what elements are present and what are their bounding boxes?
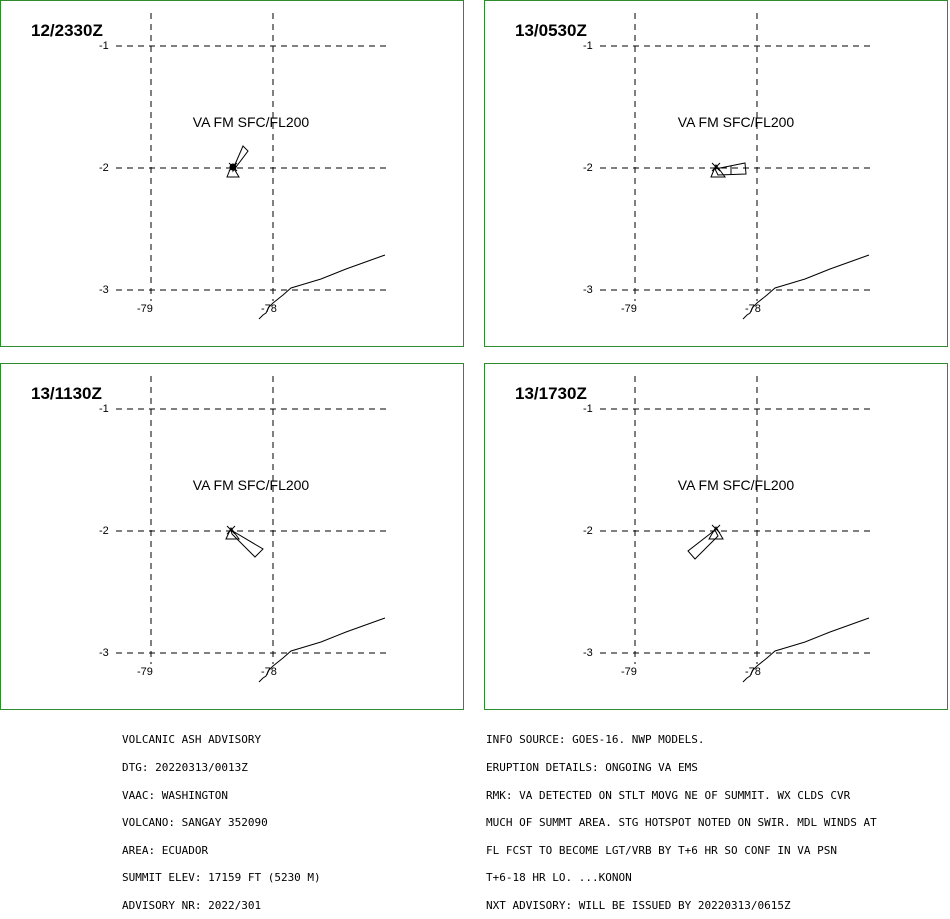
lat-tick: -1 [99, 40, 109, 52]
lon-tick: -78 [745, 666, 761, 678]
coastline [258, 254, 386, 320]
lon-tick: -79 [621, 666, 637, 678]
coastline [742, 254, 870, 320]
lat-tick: -2 [99, 162, 109, 174]
forecast-panel-1: 12/2330Z VA FM SFC/FL200 -1 -2 -3 -79 -7… [0, 0, 464, 347]
lon-tick: -79 [137, 666, 153, 678]
lon-tick: -78 [745, 303, 761, 315]
ash-polygon [226, 145, 249, 178]
map-canvas [116, 376, 386, 683]
advisory-line: VOLCANIC ASH ADVISORY [122, 733, 262, 747]
va-label: VA FM SFC/FL200 [677, 114, 795, 130]
map-canvas [600, 376, 870, 683]
advisory-line: DTG: 20220313/0013Z [122, 761, 248, 775]
lat-tick: -1 [583, 40, 593, 52]
forecast-panel-2: 13/0530Z VA FM SFC/FL200 -1 -2 -3 -79 -7… [484, 0, 948, 347]
lat-tick: -3 [583, 284, 593, 296]
coastline [258, 617, 386, 683]
advisory-line: VOLCANO: SANGAY 352090 [122, 816, 268, 830]
lat-tick: -2 [583, 162, 593, 174]
ash-polygon [225, 525, 264, 558]
lon-tick: -79 [137, 303, 153, 315]
va-label: VA FM SFC/FL200 [677, 477, 795, 493]
map-canvas [600, 13, 870, 320]
lat-tick: -3 [583, 647, 593, 659]
advisory-right: INFO SOURCE: GOES-16. NWP MODELS. ERUPTI… [486, 717, 877, 919]
lat-tick: -3 [99, 647, 109, 659]
panel-time: 12/2330Z [31, 21, 103, 40]
map-canvas [116, 13, 386, 320]
advisory-line: NXT ADVISORY: WILL BE ISSUED BY 20220313… [486, 899, 791, 913]
va-label: VA FM SFC/FL200 [192, 114, 310, 130]
lon-tick: -78 [261, 666, 277, 678]
advisory-left: VOLCANIC ASH ADVISORY DTG: 20220313/0013… [122, 717, 321, 919]
ash-polygon [710, 162, 747, 178]
advisory-line: VAAC: WASHINGTON [122, 788, 228, 802]
lon-tick: -78 [261, 303, 277, 315]
advisory-line: MUCH OF SUMMT AREA. STG HOTSPOT NOTED ON… [486, 816, 877, 830]
lat-tick: -3 [99, 284, 109, 296]
forecast-panel-3: 13/1130Z VA FM SFC/FL200 -1 -2 -3 -79 -7… [0, 363, 464, 710]
advisory-line: ADVISORY NR: 2022/301 [122, 899, 262, 913]
advisory-line: T+6-18 HR LO. ...KONON [486, 871, 632, 885]
advisory-line: SUMMIT ELEV: 17159 FT (5230 M) [122, 871, 321, 885]
panel-time: 13/1730Z [515, 384, 587, 403]
panel-time: 13/1130Z [31, 384, 102, 403]
ash-polygon [687, 524, 724, 560]
lat-tick: -2 [583, 525, 593, 537]
va-label: VA FM SFC/FL200 [192, 477, 310, 493]
forecast-panel-4: 13/1730Z VA FM SFC/FL200 -1 -2 -3 -79 -7… [484, 363, 948, 710]
panel-time: 13/0530Z [515, 21, 587, 40]
advisory-line: INFO SOURCE: GOES-16. NWP MODELS. [486, 733, 705, 747]
advisory-line: RMK: VA DETECTED ON STLT MOVG NE OF SUMM… [486, 788, 851, 802]
advisory-line: AREA: ECUADOR [122, 843, 209, 857]
lat-tick: -1 [99, 403, 109, 415]
lat-tick: -2 [99, 525, 109, 537]
lon-tick: -79 [621, 303, 637, 315]
lat-tick: -1 [583, 403, 593, 415]
advisory-line: FL FCST TO BECOME LGT/VRB BY T+6 HR SO C… [486, 843, 837, 857]
coastline [742, 617, 870, 683]
advisory-line: ERUPTION DETAILS: ONGOING VA EMS [486, 761, 698, 775]
